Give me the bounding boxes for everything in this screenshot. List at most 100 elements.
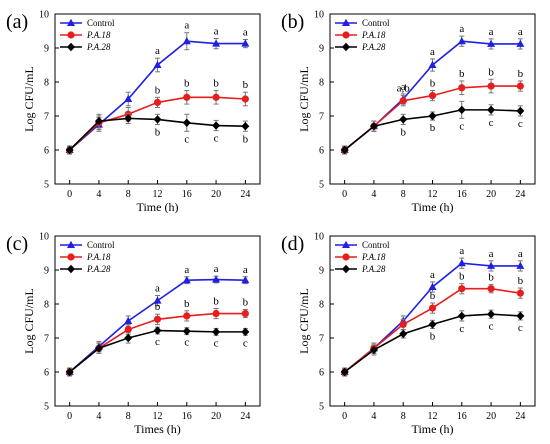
data-point bbox=[212, 327, 221, 337]
y-tick-label: 8 bbox=[44, 300, 49, 311]
y-tick-label: 8 bbox=[319, 300, 324, 311]
significance-label: c bbox=[489, 320, 494, 332]
data-point bbox=[457, 105, 466, 115]
data-point bbox=[65, 367, 74, 377]
panel-label: (c) bbox=[6, 233, 28, 255]
data-point bbox=[399, 329, 408, 339]
legend-marker bbox=[342, 264, 350, 274]
x-tick-label: 0 bbox=[342, 189, 347, 200]
data-point bbox=[399, 320, 407, 328]
legend-entry: Control bbox=[87, 18, 115, 28]
y-tick-label: 8 bbox=[319, 78, 324, 89]
significance-label: a bbox=[214, 263, 219, 275]
significance-label: b bbox=[243, 296, 249, 308]
significance-label: c bbox=[214, 133, 219, 145]
data-point bbox=[428, 320, 437, 329]
significance-label: b bbox=[213, 78, 219, 90]
x-tick-label: 20 bbox=[211, 411, 221, 422]
data-point bbox=[212, 39, 221, 47]
y-tick-label: 10 bbox=[314, 10, 324, 21]
legend-marker bbox=[342, 18, 350, 26]
x-tick-label: 0 bbox=[67, 189, 72, 200]
y-tick-label: 5 bbox=[319, 402, 324, 413]
data-point bbox=[487, 105, 496, 115]
panel-label: (b) bbox=[281, 11, 304, 33]
significance-label: b bbox=[430, 78, 436, 90]
y-tick-label: 7 bbox=[319, 112, 324, 123]
x-tick-label: 16 bbox=[182, 189, 192, 200]
legend-entry: P.A.28 bbox=[361, 42, 386, 52]
data-point bbox=[428, 60, 437, 68]
data-point bbox=[516, 39, 525, 47]
legend-marker bbox=[67, 31, 75, 39]
data-point bbox=[458, 285, 466, 293]
data-point bbox=[457, 311, 466, 321]
data-point bbox=[487, 285, 495, 293]
data-point bbox=[124, 325, 132, 334]
significance-label: a bbox=[155, 283, 160, 295]
data-point bbox=[153, 60, 162, 68]
data-point bbox=[241, 122, 250, 131]
panel-label: (a) bbox=[6, 11, 28, 33]
data-point bbox=[124, 333, 133, 343]
y-tick-label: 7 bbox=[44, 112, 49, 123]
data-point bbox=[153, 315, 162, 323]
y-tick-label: 6 bbox=[44, 146, 49, 157]
x-tick-label: 16 bbox=[457, 189, 467, 200]
x-axis-label: Times (h) bbox=[134, 422, 181, 436]
legend-marker bbox=[342, 42, 350, 52]
x-tick-label: 24 bbox=[240, 411, 250, 422]
significance-label: b bbox=[430, 290, 436, 302]
x-tick-label: 0 bbox=[67, 411, 72, 422]
data-point bbox=[516, 289, 524, 297]
legend: Control P.A.18 P.A.28 bbox=[60, 18, 115, 52]
significance-label: c bbox=[184, 133, 189, 145]
significance-label: a bbox=[243, 27, 248, 39]
significance-label: c bbox=[243, 337, 248, 349]
legend-marker bbox=[342, 31, 350, 39]
data-point bbox=[487, 39, 496, 47]
data-point bbox=[241, 95, 249, 103]
significance-label: b bbox=[155, 301, 161, 313]
data-point bbox=[340, 367, 349, 377]
legend-entry: P.A.18 bbox=[86, 30, 111, 40]
data-point bbox=[428, 304, 437, 312]
significance-label: b bbox=[488, 66, 494, 78]
data-point bbox=[399, 97, 407, 105]
x-tick-label: 24 bbox=[515, 411, 525, 422]
data-point bbox=[369, 122, 378, 131]
y-tick-label: 6 bbox=[319, 146, 324, 157]
data-point bbox=[124, 114, 133, 123]
data-point bbox=[212, 275, 221, 283]
y-axis-label: Log CFU/mL bbox=[22, 66, 36, 132]
data-point bbox=[65, 145, 74, 155]
x-tick-label: 4 bbox=[371, 411, 376, 422]
x-tick-label: 4 bbox=[371, 189, 376, 200]
significance-label: c bbox=[459, 323, 464, 335]
significance-label: b bbox=[155, 84, 161, 96]
legend-marker bbox=[67, 240, 75, 248]
significance-label: b bbox=[430, 122, 436, 134]
significance-label: b bbox=[459, 68, 465, 80]
significance-label: a bbox=[155, 45, 160, 57]
significance-label: a bbox=[243, 264, 248, 276]
data-point bbox=[212, 309, 220, 318]
data-point bbox=[487, 261, 496, 269]
legend: Control P.A.18 P.A.28 bbox=[60, 240, 115, 274]
significance-label: b bbox=[518, 275, 524, 287]
significance-label: a,b bbox=[397, 83, 411, 95]
chart-panel-4: 5 6 7 8 9 10 0 4 8 12 16 20 24 Time (h) Log CFU/mL (d) a… bbox=[281, 232, 536, 436]
significance-label: b bbox=[488, 272, 494, 284]
legend-marker bbox=[67, 264, 75, 274]
significance-label: b bbox=[518, 68, 524, 80]
legend-marker bbox=[67, 18, 75, 26]
data-point bbox=[182, 276, 191, 284]
y-tick-label: 9 bbox=[44, 266, 49, 277]
data-point bbox=[182, 37, 191, 45]
data-point bbox=[182, 327, 191, 336]
significance-label: c bbox=[184, 337, 189, 349]
x-tick-label: 4 bbox=[96, 411, 101, 422]
data-point bbox=[457, 37, 466, 45]
legend-marker bbox=[342, 240, 350, 248]
